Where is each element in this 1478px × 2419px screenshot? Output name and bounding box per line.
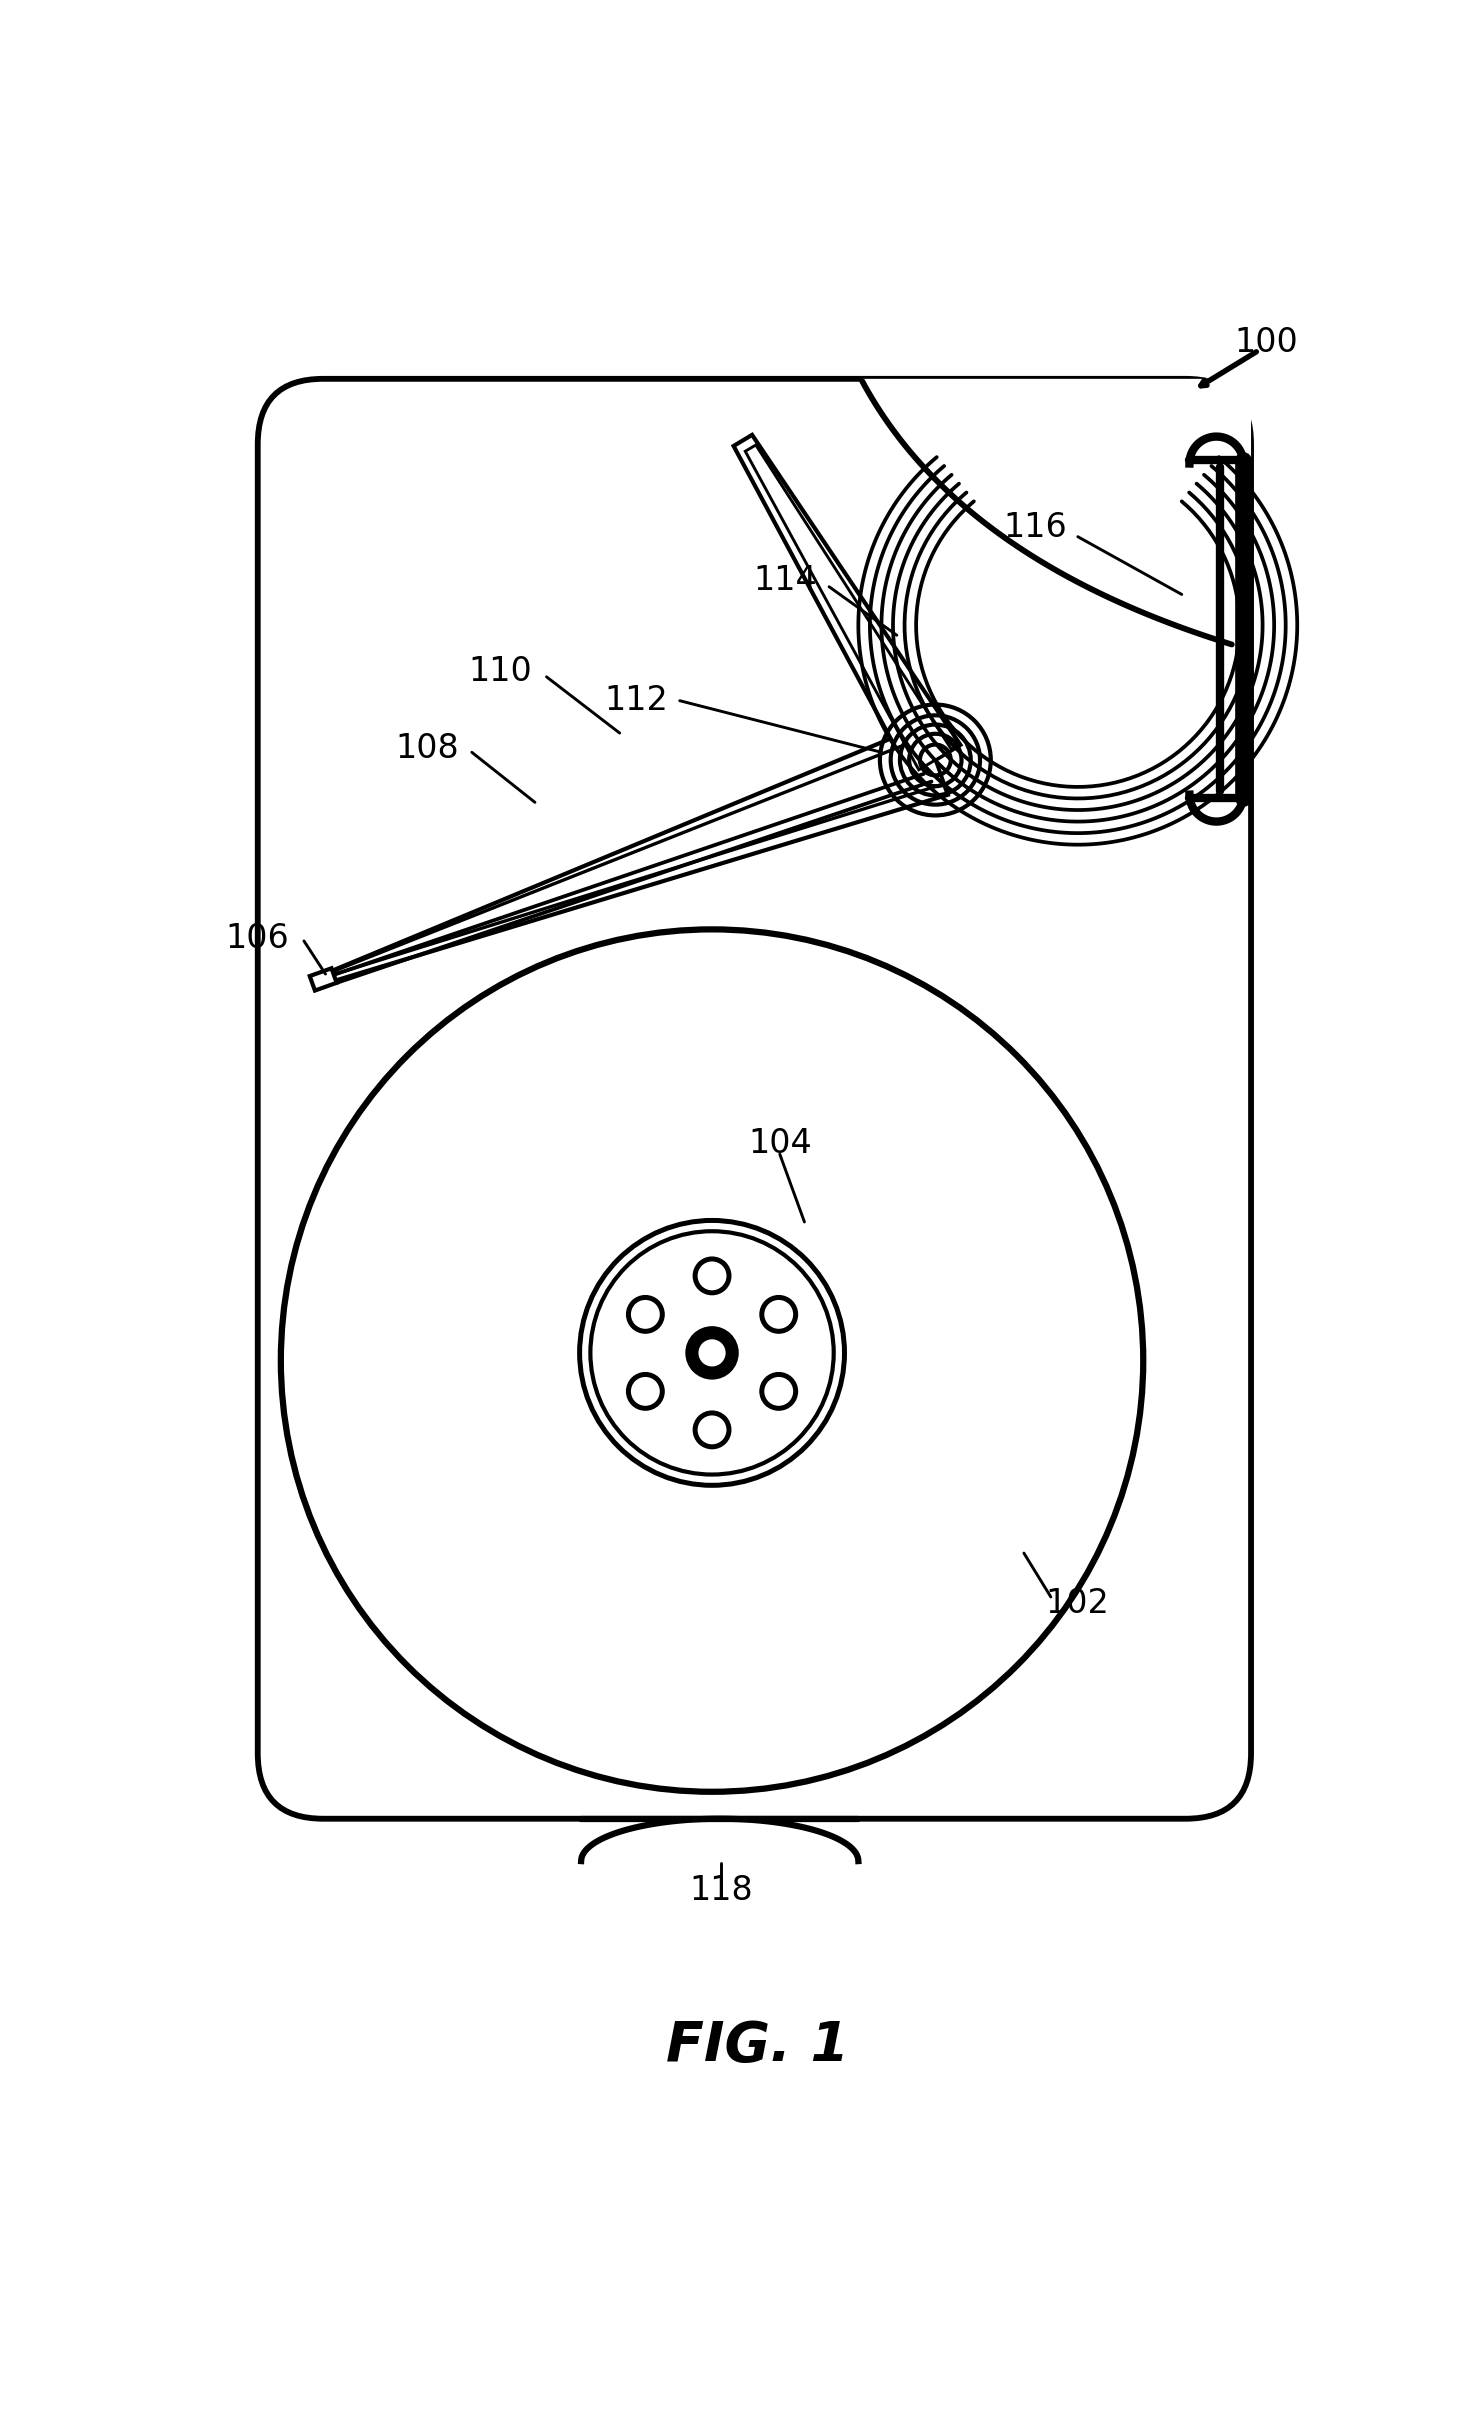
Text: 114: 114 [754,564,817,597]
Bar [310,968,337,989]
Polygon shape [333,735,944,975]
Text: 116: 116 [1004,510,1067,544]
Polygon shape [745,445,952,769]
Circle shape [698,1338,727,1367]
Text: FIG. 1: FIG. 1 [667,2020,848,2073]
Text: 100: 100 [1234,327,1298,358]
Polygon shape [733,435,961,774]
Text: 112: 112 [605,685,668,716]
Text: 118: 118 [689,1875,754,1906]
Polygon shape [322,726,947,985]
Text: 106: 106 [226,922,290,956]
Text: 110: 110 [469,656,532,687]
Polygon shape [862,380,1250,643]
Text: 104: 104 [748,1127,811,1161]
Text: 108: 108 [395,733,460,764]
FancyBboxPatch shape [257,380,1250,1819]
Text: 102: 102 [1046,1587,1110,1621]
Circle shape [687,1328,736,1376]
